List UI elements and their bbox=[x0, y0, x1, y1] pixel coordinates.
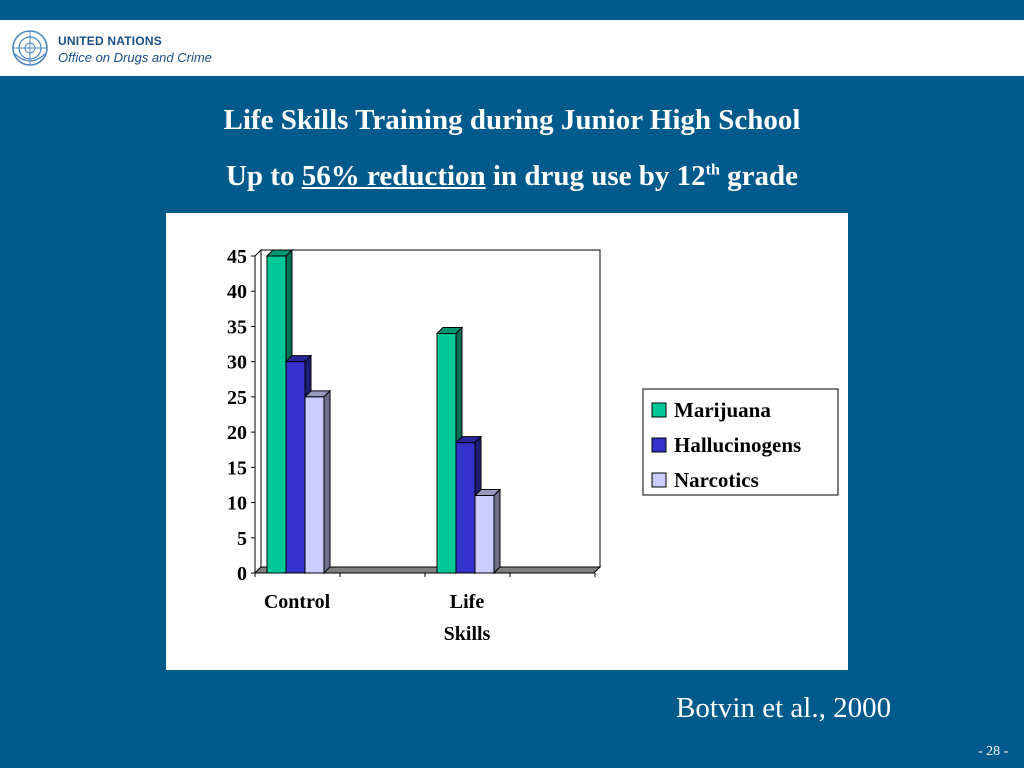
slide-title: Life Skills Training during Junior High … bbox=[223, 104, 801, 136]
legend-label-marijuana: Marijuana bbox=[674, 398, 771, 422]
bar-narcotics bbox=[474, 495, 495, 574]
legend-swatch-hallucinogens bbox=[651, 437, 667, 453]
chart-side-wall bbox=[254, 248, 262, 575]
y-tick-label: 30 bbox=[227, 352, 247, 374]
x-category-label: Skills bbox=[444, 623, 491, 645]
bar-narcotics bbox=[304, 396, 325, 574]
slide-subtitle: Up to 56% reduction in drug use by 12th … bbox=[0, 160, 1024, 193]
y-tick-label: 20 bbox=[227, 422, 247, 444]
y-tick-label: 10 bbox=[227, 493, 247, 515]
top-bar bbox=[0, 0, 1024, 20]
y-tick-label: 35 bbox=[227, 316, 247, 338]
citation: Botvin et al., 2000 bbox=[676, 692, 892, 724]
bar-side-narcotics bbox=[323, 389, 331, 575]
y-tick-label: 15 bbox=[227, 457, 247, 479]
y-tick-label: 0 bbox=[237, 563, 247, 585]
org-name-line2: Office on Drugs and Crime bbox=[58, 50, 212, 65]
bar-hallucinogens bbox=[455, 442, 476, 574]
y-tick-label: 40 bbox=[227, 281, 247, 303]
subtitle-suffix: grade bbox=[719, 160, 799, 192]
y-tick-label: 45 bbox=[227, 246, 247, 268]
x-category-label: Life bbox=[450, 591, 485, 613]
y-tick-label: 5 bbox=[237, 528, 247, 550]
legend-label-narcotics: Narcotics bbox=[674, 468, 759, 492]
bar-marijuana bbox=[436, 332, 457, 574]
legend-label-hallucinogens: Hallucinogens bbox=[674, 433, 801, 457]
bar-hallucinogens bbox=[285, 361, 306, 574]
org-name-line1: UNITED NATIONS bbox=[58, 34, 162, 48]
y-tick-label: 25 bbox=[227, 387, 247, 409]
page-number: - 28 - bbox=[978, 744, 1009, 759]
chart-panel: 0 5 10 15 20 25 30 35 40 45 Control Life Skills Marij… bbox=[166, 213, 848, 670]
bar-marijuana bbox=[266, 255, 287, 574]
subtitle-middle: in drug use by 12 bbox=[485, 160, 706, 192]
bar-side-narcotics bbox=[493, 488, 501, 575]
subtitle-superscript: th bbox=[705, 161, 720, 179]
subtitle-emphasis: 56% reduction bbox=[301, 160, 486, 192]
x-category-label: Control bbox=[264, 591, 331, 613]
header-bar: UNITED NATIONS Office on Drugs and Crime bbox=[0, 20, 1024, 76]
subtitle-prefix: Up to bbox=[225, 160, 302, 192]
legend-swatch-marijuana bbox=[651, 402, 667, 418]
un-emblem-icon bbox=[12, 30, 48, 66]
bar-chart: 0 5 10 15 20 25 30 35 40 45 Control Life Skills Marij… bbox=[227, 246, 839, 645]
legend-swatch-narcotics bbox=[651, 472, 667, 488]
chart-legend bbox=[642, 388, 839, 496]
